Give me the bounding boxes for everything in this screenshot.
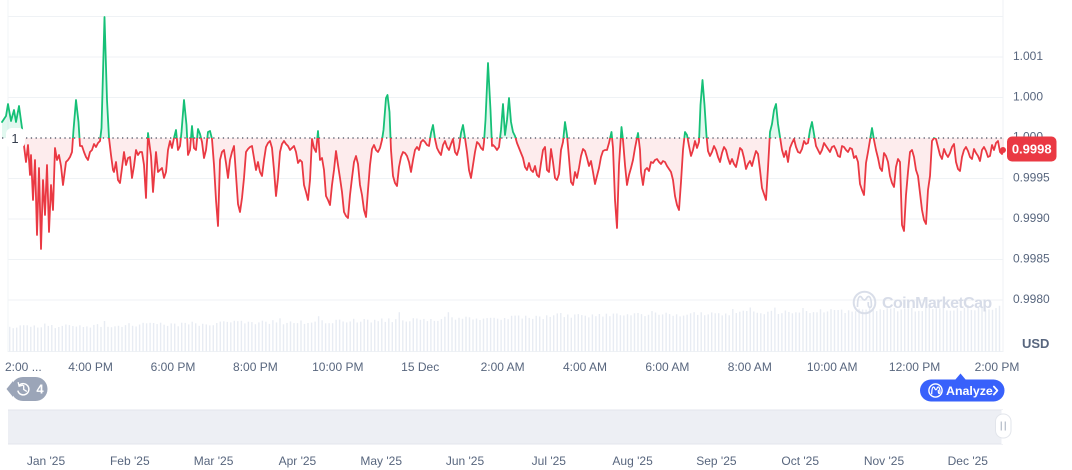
svg-text:4:00 PM: 4:00 PM — [68, 360, 113, 374]
svg-text:Jun '25: Jun '25 — [446, 454, 485, 468]
svg-text:2:00 ...: 2:00 ... — [5, 360, 42, 374]
svg-text:4:00 AM: 4:00 AM — [563, 360, 607, 374]
svg-text:0.9980: 0.9980 — [1013, 292, 1050, 306]
svg-text:10:00 PM: 10:00 PM — [312, 360, 363, 374]
svg-text:8:00 AM: 8:00 AM — [728, 360, 772, 374]
svg-text:Dec '25: Dec '25 — [948, 454, 989, 468]
svg-text:6:00 PM: 6:00 PM — [151, 360, 196, 374]
svg-text:CoinMarketCap: CoinMarketCap — [882, 295, 992, 312]
svg-text:0.9990: 0.9990 — [1013, 211, 1050, 225]
svg-text:12:00 PM: 12:00 PM — [889, 360, 940, 374]
svg-text:6:00 AM: 6:00 AM — [645, 360, 689, 374]
svg-text:0.9995: 0.9995 — [1013, 171, 1050, 185]
svg-text:Oct '25: Oct '25 — [781, 454, 819, 468]
svg-text:4: 4 — [36, 382, 44, 397]
svg-text:Aug '25: Aug '25 — [612, 454, 653, 468]
svg-text:Jul '25: Jul '25 — [532, 454, 567, 468]
svg-text:10:00 AM: 10:00 AM — [807, 360, 858, 374]
svg-text:USD: USD — [1022, 336, 1049, 351]
svg-text:Sep '25: Sep '25 — [696, 454, 737, 468]
svg-text:1.001: 1.001 — [1013, 49, 1043, 63]
svg-text:Jan '25: Jan '25 — [27, 454, 66, 468]
svg-text:May '25: May '25 — [360, 454, 402, 468]
svg-text:Nov '25: Nov '25 — [864, 454, 905, 468]
svg-text:Feb '25: Feb '25 — [110, 454, 150, 468]
svg-text:0.9985: 0.9985 — [1013, 252, 1050, 266]
svg-text:Analyze: Analyze — [946, 384, 993, 398]
svg-text:Apr '25: Apr '25 — [279, 454, 317, 468]
svg-text:15 Dec: 15 Dec — [401, 360, 439, 374]
svg-text:1.000: 1.000 — [1013, 90, 1043, 104]
svg-text:2:00 PM: 2:00 PM — [975, 360, 1020, 374]
svg-text:1: 1 — [11, 131, 18, 146]
svg-text:Mar '25: Mar '25 — [194, 454, 234, 468]
svg-text:2:00 AM: 2:00 AM — [481, 360, 525, 374]
svg-text:0.9998: 0.9998 — [1012, 142, 1052, 157]
svg-text:8:00 PM: 8:00 PM — [233, 360, 278, 374]
